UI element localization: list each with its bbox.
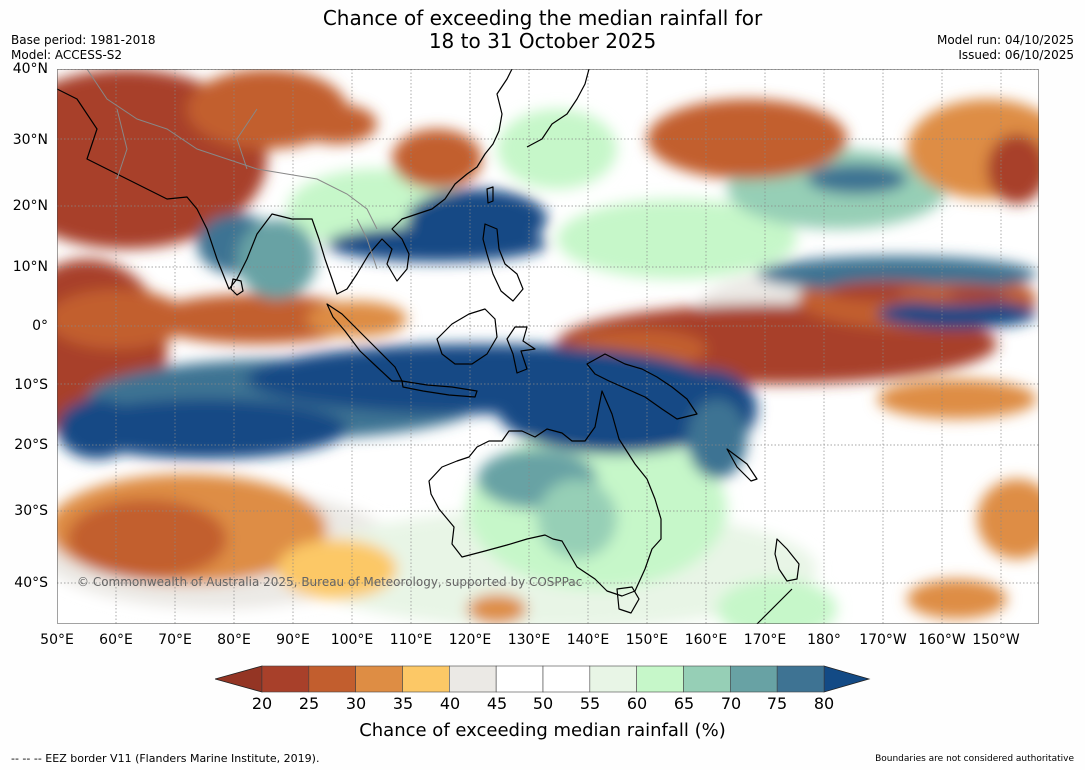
coastline-new-guinea bbox=[586, 353, 698, 420]
coastline-japan bbox=[526, 69, 590, 148]
lat-label-10n: 10°N bbox=[12, 259, 48, 275]
colorbar-tick-25: 25 bbox=[298, 694, 320, 713]
lon-label-80e: 80°E bbox=[217, 632, 251, 648]
lat-label-20n: 20°N bbox=[12, 198, 48, 214]
colorbar-tick-70: 70 bbox=[720, 694, 742, 713]
colorbar-cell-20-25 bbox=[261, 665, 310, 693]
coastline-sumatra bbox=[326, 303, 403, 382]
coastline-new-caledonia bbox=[726, 448, 758, 482]
rainfall-map[interactable]: © Commonwealth of Australia 2025, Bureau… bbox=[57, 69, 1039, 624]
lon-label-180: 180° bbox=[807, 632, 841, 648]
lon-label-170e: 170°E bbox=[743, 632, 787, 648]
colorbar-tick-50: 50 bbox=[532, 694, 554, 713]
colorbar-low-arrow bbox=[215, 665, 263, 693]
lon-label-130e: 130°E bbox=[507, 632, 551, 648]
coastline-tasmania bbox=[616, 586, 640, 614]
coastline-taiwan bbox=[486, 186, 494, 204]
boundaries-note: Boundaries are not considered authoritat… bbox=[875, 754, 1074, 764]
coastline-new-zealand bbox=[756, 538, 800, 624]
lat-label-20s: 20°S bbox=[14, 437, 48, 453]
colorbar-tick-20: 20 bbox=[251, 694, 273, 713]
colorbar-cell-25-30 bbox=[308, 665, 356, 693]
lat-label-40s: 40°S bbox=[14, 575, 48, 591]
colorbar-cell-55-60 bbox=[589, 665, 637, 693]
eez-note: -- -- -- EEZ border V11 (Flanders Marine… bbox=[11, 752, 320, 765]
lat-label-30s: 30°S bbox=[14, 503, 48, 519]
colorbar-cell-75-80 bbox=[776, 665, 825, 693]
colorbar-cell-65-70 bbox=[683, 665, 731, 693]
lon-label-100e: 100°E bbox=[330, 632, 374, 648]
map-frame bbox=[57, 69, 1039, 624]
colorbar-cell-60-65 bbox=[636, 665, 684, 693]
coastline-sri-lanka bbox=[230, 278, 244, 296]
colorbar-tick-80: 80 bbox=[813, 694, 835, 713]
colorbar-tick-45: 45 bbox=[486, 694, 508, 713]
lon-label-150e: 150°E bbox=[625, 632, 669, 648]
lat-label-40n: 40°N bbox=[12, 61, 48, 77]
colorbar-cell-35-40 bbox=[402, 665, 450, 693]
base-period: Base period: 1981-2018 bbox=[11, 33, 156, 47]
probability-field bbox=[57, 69, 1039, 624]
colorbar-tick-60: 60 bbox=[626, 694, 648, 713]
map-copyright: © Commonwealth of Australia 2025, Bureau… bbox=[77, 575, 582, 589]
model-run: Model run: 04/10/2025 bbox=[936, 33, 1074, 47]
lon-label-90e: 90°E bbox=[276, 632, 310, 648]
colorbar-tick-30: 30 bbox=[345, 694, 367, 713]
graticule bbox=[57, 69, 1039, 624]
colorbar-cells bbox=[261, 665, 825, 693]
map-title-line2: 18 to 31 October 2025 bbox=[428, 29, 657, 53]
lat-label-10s: 10°S bbox=[14, 377, 48, 393]
lon-label-120e: 120°E bbox=[448, 632, 492, 648]
lon-label-160w: 160°W bbox=[918, 632, 966, 648]
colorbar-high-arrow bbox=[823, 665, 871, 693]
coastline-philippines bbox=[482, 223, 524, 302]
map-title-line1: Chance of exceeding the median rainfall … bbox=[322, 6, 763, 30]
lon-label-50e: 50°E bbox=[40, 632, 74, 648]
coastline-borneo bbox=[436, 308, 498, 365]
colorbar-cell-40-45 bbox=[449, 665, 497, 693]
colorbar-cell-70-75 bbox=[730, 665, 778, 693]
model-name: Model: ACCESS-S2 bbox=[11, 48, 123, 62]
colorbar-cell-45-50 bbox=[495, 665, 544, 693]
colorbar-tick-75: 75 bbox=[766, 694, 788, 713]
coastlines bbox=[57, 69, 800, 624]
lon-label-170w: 170°W bbox=[859, 632, 907, 648]
lon-label-70e: 70°E bbox=[158, 632, 192, 648]
lon-label-140e: 140°E bbox=[566, 632, 610, 648]
coastline-sulawesi bbox=[506, 326, 536, 374]
lon-label-110e: 110°E bbox=[389, 632, 433, 648]
lat-label-0: 0° bbox=[32, 318, 48, 334]
colorbar-cell-30-35 bbox=[355, 665, 403, 693]
lon-label-60e: 60°E bbox=[99, 632, 133, 648]
colorbar-tick-65: 65 bbox=[673, 694, 695, 713]
colorbar-cell-50-55 bbox=[542, 665, 591, 693]
coastline-java bbox=[401, 380, 478, 398]
colorbar-tick-35: 35 bbox=[392, 694, 414, 713]
issued-date: Issued: 06/10/2025 bbox=[958, 48, 1074, 62]
lat-label-30n: 30°N bbox=[12, 132, 48, 148]
colorbar-title: Chance of exceeding median rainfall (%) bbox=[359, 720, 726, 741]
lon-label-150w: 150°W bbox=[972, 632, 1020, 648]
coastline-asia-mainland bbox=[57, 69, 513, 295]
country-borders bbox=[86, 69, 378, 270]
coastline-australia bbox=[428, 390, 662, 597]
colorbar-tick-40: 40 bbox=[439, 694, 461, 713]
lon-label-160e: 160°E bbox=[684, 632, 728, 648]
colorbar-tick-55: 55 bbox=[579, 694, 601, 713]
colorbar bbox=[215, 665, 871, 693]
